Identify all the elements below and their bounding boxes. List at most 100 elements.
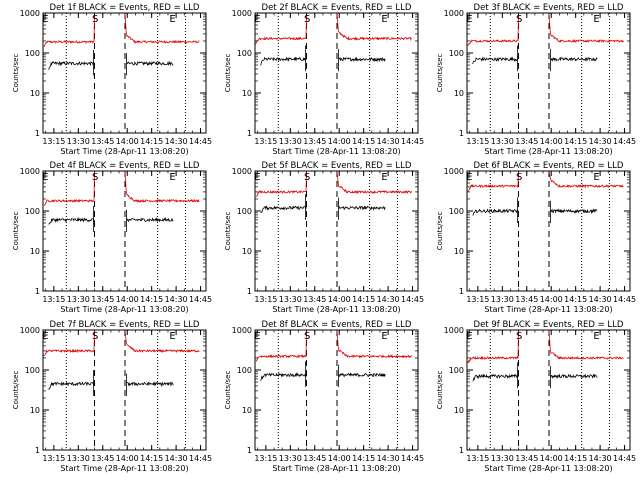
events-series-segment-1	[48, 381, 95, 390]
x-tick-label: 14:00	[116, 137, 139, 146]
x-tick-label: 13:30	[279, 137, 302, 146]
x-tick-label: 13:30	[491, 295, 514, 304]
events-series-segment-2	[338, 205, 386, 211]
annotation-label: S	[92, 172, 98, 183]
axes-frame	[42, 12, 207, 134]
x-tick-label: 14:00	[328, 295, 351, 304]
events-series-segment-2	[550, 208, 598, 215]
x-axis-label: Start Time (28-Apr-11 13:08:20)	[60, 464, 188, 473]
events-series-segment-2	[126, 216, 174, 223]
lld-series-segment-2	[124, 329, 200, 354]
y-tick-label: 1	[35, 287, 40, 296]
annotation-label: S	[304, 172, 310, 183]
y-axis-label: Counts/sec	[436, 54, 444, 93]
panel-9: Det 9f BLACK = Events, RED = LLD 1 10 100 10…	[436, 320, 636, 473]
x-tick-label: 14:45	[401, 454, 424, 463]
y-tick-label: 1	[459, 287, 464, 296]
axes-frame	[466, 170, 631, 292]
annotation-label: S	[92, 14, 98, 25]
x-tick-label: 13:30	[491, 454, 514, 463]
annotation-label: E	[42, 172, 48, 183]
events-series-segment-2	[338, 56, 386, 63]
axes-frame	[42, 170, 207, 292]
axes-frame	[466, 329, 631, 451]
events-series-segment-2	[338, 372, 386, 378]
y-tick-label: 1	[247, 446, 252, 455]
panel-4: Det 4f BLACK = Events, RED = LLD 1 10 100 10…	[12, 161, 212, 314]
y-tick-label: 1000	[20, 326, 40, 335]
panel-2: Det 2f BLACK = Events, RED = LLD 1 10 100 10…	[224, 3, 424, 156]
x-tick-label: 13:15	[254, 137, 277, 146]
y-tick-label: 10	[242, 247, 252, 256]
lld-series-segment-1	[43, 329, 95, 357]
x-tick-label: 14:30	[589, 454, 612, 463]
events-series-segment-1	[48, 217, 95, 225]
annotation-label: S	[516, 172, 522, 183]
y-tick-label: 10	[30, 89, 40, 98]
y-tick-label: 1000	[20, 9, 40, 18]
x-tick-label: 14:45	[189, 295, 212, 304]
x-tick-label: 13:45	[515, 454, 538, 463]
axes-frame	[254, 12, 419, 134]
x-axis-label: Start Time (28-Apr-11 13:08:20)	[484, 305, 612, 314]
x-tick-label: 13:45	[303, 295, 326, 304]
lld-series-segment-1	[255, 12, 307, 45]
lld-series-segment-1	[43, 170, 95, 206]
y-axis-label: Counts/sec	[224, 54, 232, 93]
lld-series-segment-1	[255, 329, 307, 362]
panel-8: Det 8f BLACK = Events, RED = LLD 1 10 100 10…	[224, 320, 424, 473]
x-tick-label: 13:45	[303, 454, 326, 463]
y-tick-label: 1000	[444, 326, 464, 335]
annotation-label: S	[92, 331, 98, 342]
x-tick-label: 13:15	[466, 454, 489, 463]
x-tick-label: 13:15	[254, 454, 277, 463]
x-tick-label: 14:00	[328, 454, 351, 463]
x-tick-label: 14:45	[613, 137, 636, 146]
annotation-label: S	[516, 331, 522, 342]
x-axis-label: Start Time (28-Apr-11 13:08:20)	[60, 147, 188, 156]
x-tick-label: 13:15	[466, 137, 489, 146]
y-tick-label: 10	[242, 406, 252, 415]
lld-series-segment-2	[336, 170, 412, 195]
annotation-label: E	[466, 172, 472, 183]
annotation-label: E	[381, 331, 387, 342]
y-tick-label: 1000	[444, 9, 464, 18]
y-tick-label: 1000	[232, 9, 252, 18]
y-axis-label: Counts/sec	[224, 212, 232, 251]
panel-6: Det 6f BLACK = Events, RED = LLD 1 10 100 10…	[436, 161, 636, 314]
annotation-label: E	[593, 172, 599, 183]
lld-series-segment-2	[124, 12, 200, 44]
y-axis-label: Counts/sec	[436, 212, 444, 251]
axes-frame	[466, 12, 631, 134]
annotation-label: S	[304, 331, 310, 342]
x-tick-label: 14:45	[613, 454, 636, 463]
panel-title: Det 3f BLACK = Events, RED = LLD	[474, 3, 624, 13]
x-tick-label: 14:00	[540, 454, 563, 463]
x-tick-label: 14:15	[352, 454, 375, 463]
y-tick-label: 1000	[20, 167, 40, 176]
x-axis-label: Start Time (28-Apr-11 13:08:20)	[272, 464, 400, 473]
y-tick-label: 100	[449, 49, 464, 58]
annotation-label: E	[42, 14, 48, 25]
y-tick-label: 100	[449, 207, 464, 216]
events-series-segment-1	[472, 208, 519, 216]
axes-frame	[254, 170, 419, 292]
x-tick-label: 14:15	[564, 295, 587, 304]
x-tick-label: 14:15	[140, 137, 163, 146]
panel-title: Det 8f BLACK = Events, RED = LLD	[262, 320, 412, 330]
panel-1: Det 1f BLACK = Events, RED = LLD 1 10 100 10…	[12, 3, 212, 156]
annotation-label: E	[169, 331, 175, 342]
lld-series-segment-1	[43, 12, 95, 47]
x-tick-label: 14:45	[189, 454, 212, 463]
panel-title: Det 6f BLACK = Events, RED = LLD	[474, 161, 624, 171]
annotation-label: E	[466, 14, 472, 25]
lld-series-segment-2	[548, 12, 624, 43]
x-tick-label: 14:00	[116, 454, 139, 463]
y-tick-label: 1	[459, 129, 464, 138]
y-tick-label: 100	[25, 207, 40, 216]
x-tick-label: 13:45	[515, 295, 538, 304]
x-axis-label: Start Time (28-Apr-11 13:08:20)	[484, 464, 612, 473]
annotation-label: E	[381, 172, 387, 183]
lld-series-segment-1	[467, 329, 519, 364]
panel-5: Det 5f BLACK = Events, RED = LLD 1 10 100 10…	[224, 161, 424, 314]
